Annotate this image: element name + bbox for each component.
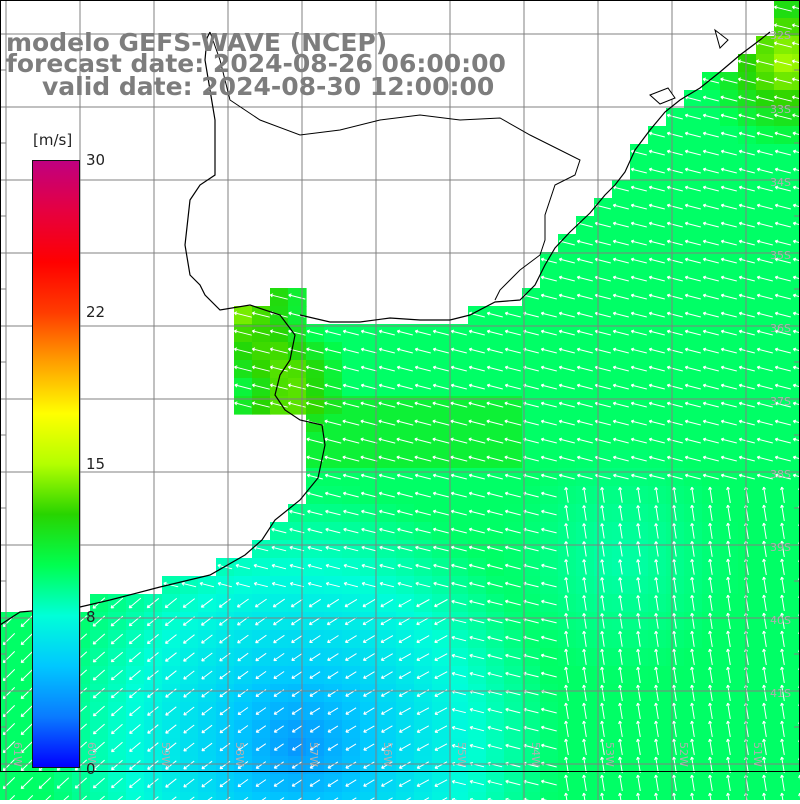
colorbar-tick-22: 22 (86, 303, 106, 321)
lat-label: 38S (770, 468, 791, 481)
colorbar (32, 160, 80, 768)
lat-label: 39S (770, 541, 791, 554)
lon-label: 61W (11, 742, 24, 767)
valid-date: valid date: 2024-08-30 12:00:00 (42, 72, 495, 101)
lon-label: 57W (307, 742, 320, 767)
lat-label: 36S (770, 322, 791, 335)
lat-label: 37S (770, 395, 791, 408)
colorbar-unit: [m/s] (33, 131, 73, 149)
lon-label: 60W (85, 742, 98, 767)
coastline-north (299, 31, 771, 323)
coastline-south (0, 31, 326, 626)
colorbar-tick-15: 15 (86, 455, 106, 473)
lat-label: 33S (770, 103, 791, 116)
lon-label: 54W (529, 742, 542, 767)
lon-label: 58W (233, 742, 246, 767)
lon-label: 53W (603, 742, 616, 767)
forecast-date: forecast date: 2024-08-26 06:00:00 (6, 49, 506, 78)
lat-label: 35S (770, 249, 791, 262)
lon-label: 55W (455, 742, 468, 767)
lat-label: 34S (770, 176, 791, 189)
colorbar-tick-30: 30 (86, 151, 106, 169)
lat-label: 32S (770, 29, 791, 42)
colorbar-tick-0: 0 (86, 760, 96, 778)
graticule-labels: 32S 33S 34S 35S 36S 37S 38S 39S 40S 41S 61W 60W 59W 5… (11, 29, 791, 767)
lat-label: 40S (770, 614, 791, 627)
colorbar-tick-8: 8 (86, 608, 96, 626)
lat-label: 41S (770, 687, 791, 700)
lon-label: 56W (381, 742, 394, 767)
lon-label: 59W (159, 742, 172, 767)
lon-label: 52W (677, 742, 690, 767)
border-line (209, 31, 581, 301)
lagoon-outlines (649, 28, 729, 105)
model-title: modelo GEFS-WAVE (NCEP) (6, 28, 388, 57)
lon-label: 51W (751, 742, 764, 767)
